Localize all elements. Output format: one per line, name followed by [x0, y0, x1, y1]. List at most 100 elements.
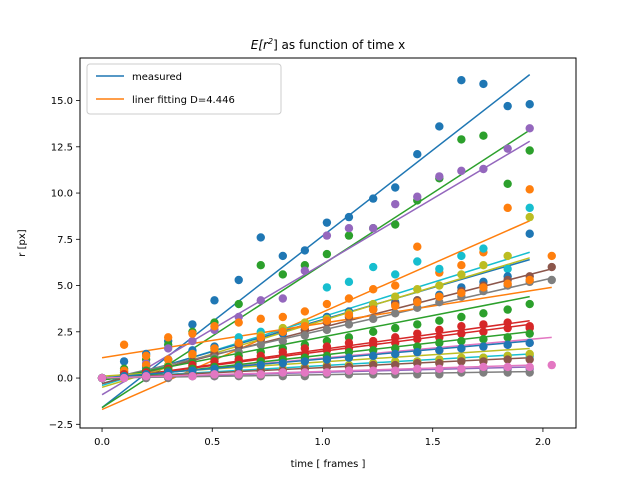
- data-point-3-10: [322, 299, 332, 309]
- data-point-0-18: [503, 101, 512, 111]
- data-point-8-9: [300, 331, 310, 340]
- data-point-6-19: [525, 212, 534, 222]
- data-point-9-19: [525, 275, 534, 285]
- data-point-21-16: [457, 364, 466, 373]
- data-point-6-17: [479, 261, 488, 270]
- data-point-10-16: [457, 312, 466, 322]
- data-point-4-11: [344, 277, 354, 287]
- legend-label-fitting: liner fitting D=4.446: [132, 95, 235, 106]
- x-tick-label: 1.0: [315, 437, 331, 448]
- data-point-17-18: [503, 323, 512, 333]
- data-point-3-6: [234, 318, 243, 327]
- data-point-0-17: [479, 79, 488, 89]
- data-point-17-16: [457, 329, 466, 338]
- data-point-0-14: [413, 150, 422, 159]
- data-point-8-12: [368, 314, 378, 324]
- data-point-21-4: [188, 372, 197, 381]
- data-point-19-18: [503, 333, 512, 342]
- data-point-2-17: [479, 164, 488, 174]
- data-point-16-16: [457, 357, 466, 366]
- data-point-19-15: [435, 338, 444, 348]
- data-point-6-13: [391, 292, 400, 301]
- data-point-0-12: [368, 194, 378, 203]
- data-point-3-3: [163, 333, 173, 342]
- data-point-3-19: [525, 185, 534, 194]
- data-point-3-1: [119, 340, 129, 349]
- data-point-0-13: [391, 183, 400, 192]
- data-point-21-0: [97, 373, 107, 383]
- data-point-16-19: [525, 355, 534, 364]
- data-point-2-12: [368, 224, 378, 233]
- data-point-0-19: [525, 100, 534, 109]
- data-point-1-10: [322, 249, 332, 259]
- scatter-points: [97, 76, 556, 383]
- data-point-1-16: [457, 135, 466, 144]
- data-point-2-9: [300, 266, 310, 275]
- data-point-20-11: [344, 353, 354, 362]
- data-point-5-19: [525, 229, 534, 238]
- data-point-3-5: [210, 322, 219, 331]
- data-point-1-19: [525, 146, 534, 155]
- title-prefix: E[r: [251, 38, 269, 52]
- data-point-20-15: [435, 346, 444, 355]
- x-tick-label: 2.0: [535, 437, 551, 448]
- data-point-9-3: [163, 355, 173, 364]
- data-point-0-9: [300, 246, 310, 255]
- data-point-2-3: [163, 344, 173, 353]
- data-point-9-10: [322, 316, 332, 325]
- legend-label-measured: measured: [132, 72, 182, 83]
- data-point-16-18: [503, 355, 512, 364]
- data-point-19-17: [479, 335, 488, 344]
- data-point-21-9: [300, 368, 310, 377]
- data-point-1-8: [278, 270, 288, 279]
- data-point-17-19: [525, 322, 534, 331]
- data-point-2-16: [457, 166, 466, 176]
- data-point-9-4: [188, 349, 197, 359]
- data-point-20-13: [391, 349, 400, 359]
- data-point-21-17: [479, 362, 488, 372]
- data-point-10-14: [413, 320, 422, 329]
- y-tick-label: 12.5: [51, 142, 73, 153]
- data-point-9-15: [435, 292, 444, 301]
- data-point-4-13: [391, 270, 400, 279]
- data-point-21-10: [322, 368, 332, 377]
- data-point-2-4: [188, 336, 197, 346]
- data-point-3-14: [413, 242, 422, 251]
- y-tick-label: −2.5: [49, 420, 73, 431]
- data-point-8-10: [322, 325, 332, 335]
- data-point-1-7: [256, 261, 265, 270]
- data-point-9-14: [413, 298, 422, 307]
- data-point-9-9: [300, 322, 310, 331]
- data-point-9-5: [210, 344, 219, 353]
- data-point-10-12: [368, 327, 378, 336]
- data-point-8-20: [547, 275, 556, 285]
- data-point-9-16: [457, 288, 466, 298]
- data-point-21-13: [391, 366, 400, 375]
- data-point-9-12: [368, 305, 378, 314]
- data-point-9-7: [256, 333, 265, 342]
- data-point-3-12: [368, 285, 378, 294]
- data-point-1-11: [344, 231, 354, 240]
- data-point-3-7: [256, 314, 265, 324]
- fit-line-1: [101, 129, 531, 409]
- data-point-17-14: [413, 335, 422, 344]
- data-point-4-19: [525, 203, 534, 213]
- data-point-21-12: [368, 366, 378, 375]
- data-point-11-17: [479, 320, 488, 329]
- data-point-6-14: [413, 285, 422, 294]
- fit-line-3: [101, 220, 531, 411]
- data-point-1-18: [503, 179, 512, 188]
- data-point-8-11: [344, 320, 354, 329]
- x-tick-label: 0.5: [204, 437, 220, 448]
- x-tick-label: 0.0: [94, 437, 110, 448]
- data-point-19-19: [525, 329, 534, 338]
- data-point-2-19: [525, 124, 534, 133]
- data-point-3-8: [278, 312, 288, 322]
- data-point-21-1: [119, 373, 129, 383]
- data-point-11-16: [457, 322, 466, 331]
- data-point-8-7: [256, 340, 265, 349]
- data-point-2-18: [503, 144, 512, 153]
- data-point-21-6: [234, 370, 243, 379]
- fit-line-5: [101, 258, 530, 385]
- title-superscript: 2: [268, 37, 273, 46]
